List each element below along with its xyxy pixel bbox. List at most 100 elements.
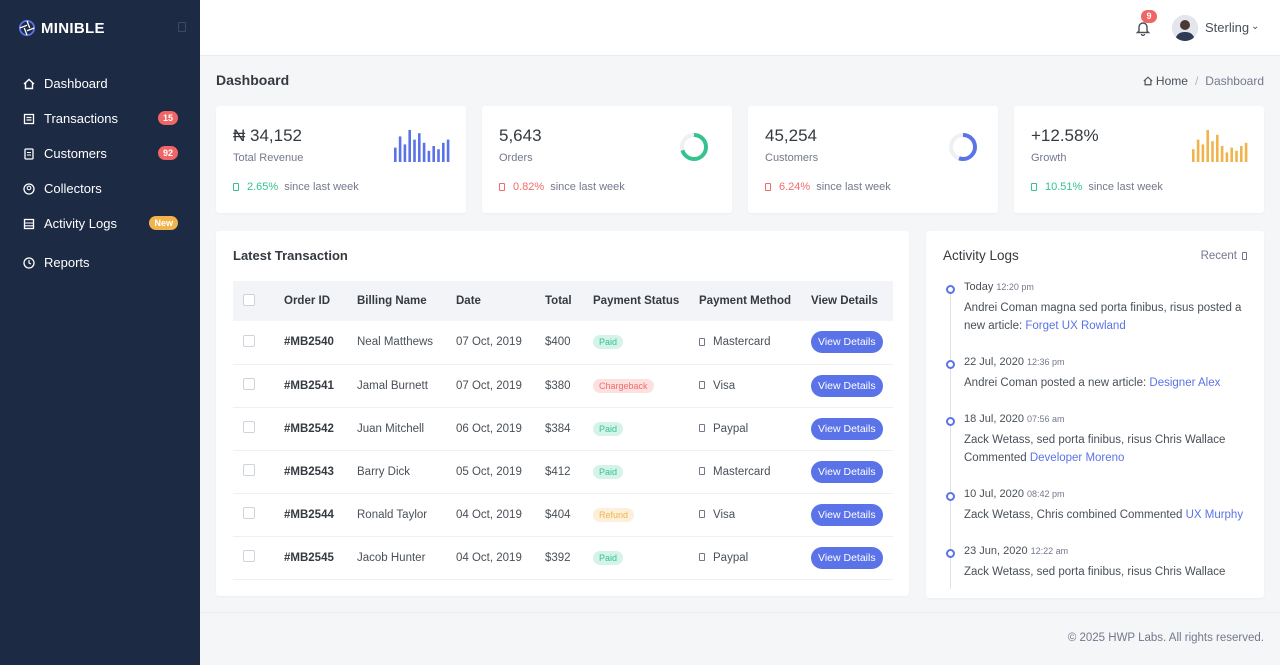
view-details-button[interactable]: View Details — [811, 546, 883, 569]
table-row: #MB2542 Juan Mitchell 06 Oct, 2019 $384 Paid… — [233, 407, 893, 451]
order-date: 05 Oct, 2019 — [448, 450, 537, 494]
payment-method: Paypal — [713, 551, 749, 564]
panel-title: Activity Logs — [943, 248, 1019, 263]
activity-message: Zack Wetass, sed porta finibus, risus Ch… — [964, 434, 1226, 464]
payment-status-badge: Paid — [593, 550, 624, 565]
activity-text: Zack Wetass, sed porta finibus, risus Ch… — [964, 563, 1254, 581]
activity-time: 12:36 pm — [1026, 357, 1065, 367]
column-header[interactable]: Billing Name — [357, 295, 427, 307]
stat-label: Orders — [499, 152, 533, 164]
order-id[interactable]: #MB2543 — [276, 450, 349, 494]
billing-name: Neal Matthews — [349, 321, 448, 365]
clock-icon — [22, 256, 36, 270]
sparkline-bar — [432, 146, 435, 162]
breadcrumb-home[interactable]: Home — [1155, 74, 1188, 88]
column-header[interactable]: Total — [545, 295, 572, 307]
activity-link[interactable]: UX Murphy — [1185, 509, 1244, 521]
row-checkbox[interactable] — [243, 421, 255, 433]
order-id[interactable]: #MB2541 — [276, 364, 349, 408]
avatar[interactable] — [1172, 15, 1198, 41]
activity-link[interactable]: Developer Moreno — [1029, 452, 1125, 464]
stat-card-customers: 45,254 Customers 6.24% since last week — [748, 106, 998, 213]
card-icon — [699, 424, 705, 433]
timeline-dot-icon — [946, 360, 955, 369]
user-name[interactable]: Sterling — [1205, 20, 1250, 35]
card-icon — [699, 338, 705, 347]
view-details-button[interactable]: View Details — [811, 417, 883, 440]
row-checkbox[interactable] — [243, 507, 255, 519]
recent-filter-dropdown[interactable]: Recent — [1201, 250, 1247, 262]
activity-link[interactable]: Forget UX Rowland — [1025, 320, 1126, 332]
payment-method: Visa — [713, 508, 736, 521]
row-checkbox[interactable] — [243, 334, 255, 347]
sidebar-item-label: Activity Logs — [44, 216, 117, 231]
row-checkbox[interactable] — [243, 550, 255, 562]
card-icon — [699, 553, 705, 562]
growth-sparkline — [1192, 130, 1248, 162]
payment-status-badge: Refund — [593, 507, 635, 522]
table-row: #MB2544 Ronald Taylor 04 Oct, 2019 $404 Refu… — [233, 493, 893, 537]
table-row: #MB2545 Jacob Hunter 04 Oct, 2019 $392 Paid P… — [233, 536, 893, 580]
sidebar-item-label: Transactions — [44, 111, 118, 126]
stat-change: 0.82% — [513, 181, 545, 193]
activity-timestamp: 10 Jul, 2020 08:42 pm — [964, 488, 1064, 500]
receipt-icon — [22, 112, 36, 126]
column-header[interactable]: Payment Method — [699, 295, 792, 307]
order-total: $392 — [537, 536, 585, 580]
activity-logs-panel: Activity Logs Recent Today 12:20 pm Andrei… — [926, 231, 1264, 598]
view-details-button[interactable]: View Details — [811, 460, 883, 483]
sidebar-item-dashboard[interactable]: Dashboard — [0, 66, 200, 101]
card-icon — [699, 381, 705, 390]
activity-link[interactable]: Designer Alex — [1149, 377, 1221, 389]
sparkline-bar — [1206, 130, 1209, 162]
sidebar-item-customers[interactable]: Customers 92 — [0, 136, 200, 171]
row-checkbox[interactable] — [243, 464, 255, 476]
sidebar-item-label: Collectors — [44, 181, 102, 196]
view-details-button[interactable]: View Details — [811, 503, 883, 526]
timeline-dot-icon — [946, 492, 955, 501]
activity-timestamp: 23 Jun, 2020 12:22 am — [964, 545, 1068, 557]
home-icon — [1143, 76, 1153, 86]
stat-trend: 2.65% since last week — [233, 181, 359, 193]
sparkline-bar — [1244, 142, 1248, 162]
sparkline-bar — [1235, 150, 1238, 162]
row-checkbox[interactable] — [243, 378, 255, 390]
column-header[interactable]: Date — [456, 295, 481, 307]
stat-change: 2.65% — [247, 181, 279, 193]
sparkline-bar — [394, 147, 397, 162]
column-header[interactable]: View Details — [811, 295, 878, 307]
bell-icon[interactable] — [1136, 20, 1150, 36]
view-details-button[interactable]: View Details — [811, 374, 883, 397]
user-circle-icon — [22, 182, 36, 196]
arrow-up-icon — [1031, 183, 1037, 191]
brand[interactable]: MINIBLE — [0, 0, 200, 56]
activity-time: 08:42 pm — [1026, 489, 1065, 499]
order-id[interactable]: #MB2540 — [276, 321, 349, 365]
activity-date: 10 Jul, 2020 — [964, 488, 1024, 500]
activity-date: Today — [964, 281, 994, 293]
order-id[interactable]: #MB2542 — [276, 407, 349, 451]
order-id[interactable]: #MB2545 — [276, 536, 349, 580]
payment-method: Paypal — [713, 422, 749, 435]
column-header[interactable]: Payment Status — [593, 295, 680, 307]
orders-donut — [680, 133, 708, 161]
card-icon — [699, 467, 705, 476]
payment-status-badge: Paid — [593, 464, 624, 479]
customers-donut — [949, 133, 977, 161]
sidebar-item-collectors[interactable]: Collectors — [0, 171, 200, 206]
aperture-logo-icon — [18, 19, 36, 37]
sidebar-item-transactions[interactable]: Transactions 15 — [0, 101, 200, 136]
stat-trend: 10.51% since last week — [1031, 181, 1163, 193]
sidebar-toggle-icon[interactable] — [178, 22, 186, 32]
recent-filter-label: Recent — [1200, 250, 1237, 262]
column-header[interactable]: Order ID — [284, 295, 331, 307]
sidebar-item-reports[interactable]: Reports — [0, 245, 200, 280]
stat-value: 45,254 — [765, 126, 817, 145]
view-details-button[interactable]: View Details — [811, 331, 883, 354]
chevron-down-icon[interactable]: ⌄ — [1251, 21, 1260, 32]
order-id[interactable]: #MB2544 — [276, 493, 349, 537]
select-all-checkbox[interactable] — [243, 293, 255, 306]
sidebar-item-label: Dashboard — [44, 76, 108, 91]
activity-date: 23 Jun, 2020 — [964, 545, 1028, 557]
sidebar-item-activity-logs[interactable]: Activity Logs New — [0, 206, 200, 241]
